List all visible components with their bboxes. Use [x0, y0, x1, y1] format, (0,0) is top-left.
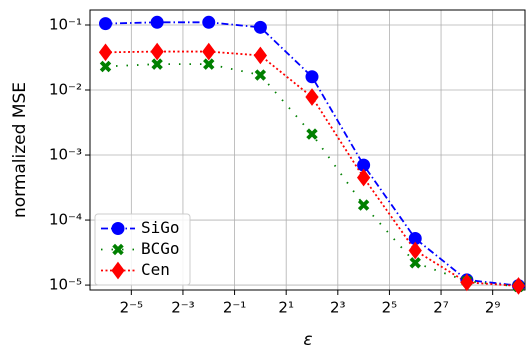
- x-axis-label: ε: [303, 330, 312, 350]
- y-tick-label: 10⁻⁵: [49, 276, 82, 294]
- marker: [408, 241, 422, 260]
- y-tick-label: 10⁻¹: [49, 15, 82, 33]
- x-tick-label: 2⁵: [382, 299, 398, 317]
- marker: [253, 46, 268, 65]
- x-tick-label: 2⁻⁵: [120, 299, 143, 317]
- legend-marker: [111, 261, 125, 280]
- marker: [511, 277, 526, 295]
- legend-marker: [112, 243, 124, 256]
- marker: [203, 58, 215, 70]
- legend-label: SiGo: [141, 218, 180, 237]
- legend-label: Cen: [141, 260, 170, 279]
- x-tick-label: 2⁹: [485, 299, 501, 317]
- x-tick-label: 2⁻³: [171, 299, 194, 317]
- marker: [357, 199, 370, 211]
- marker: [254, 69, 267, 81]
- marker: [202, 42, 216, 61]
- legend-marker: [111, 222, 125, 235]
- y-tick-label: 10⁻³: [49, 146, 82, 164]
- marker: [306, 128, 318, 140]
- x-tick-label: 2⁷: [433, 299, 449, 317]
- plot-frame: [89, 9, 526, 291]
- marker: [99, 60, 112, 73]
- x-tick-label: 2³: [330, 299, 346, 317]
- marker: [151, 58, 163, 70]
- x-tick-label: 2¹: [278, 299, 294, 317]
- marker: [305, 70, 319, 84]
- marker: [99, 17, 113, 31]
- marker: [253, 20, 267, 34]
- marker: [202, 15, 216, 29]
- marker: [305, 88, 319, 106]
- marker: [409, 257, 421, 269]
- y-tick-label: 10⁻⁴: [49, 211, 82, 229]
- legend: SiGo BCGo Cen: [94, 213, 191, 286]
- marker: [98, 43, 113, 62]
- y-axis-label: normalized MSE: [10, 82, 30, 218]
- marker: [150, 42, 164, 61]
- marker: [150, 15, 164, 29]
- y-tick-label: 10⁻²: [49, 81, 82, 99]
- series-line: [105, 21, 519, 287]
- marker: [356, 168, 371, 187]
- x-tick-label: 2⁻¹: [223, 299, 246, 317]
- marker: [460, 273, 474, 292]
- legend-label: BCGo: [141, 239, 180, 258]
